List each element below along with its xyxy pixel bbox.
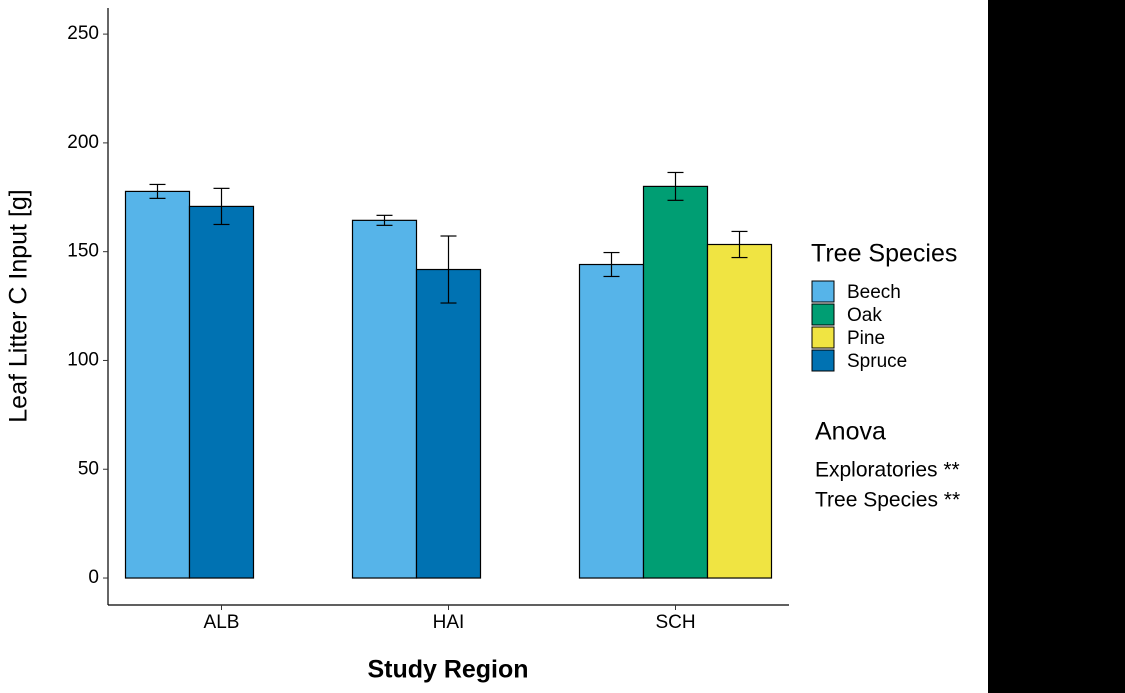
- y-tick-label: 150: [67, 241, 99, 262]
- bar: [642, 185, 709, 579]
- x-tick-label: HAI: [433, 612, 465, 633]
- x-axis-label: Study Region: [367, 656, 528, 684]
- x-tick-label: SCH: [655, 612, 695, 633]
- y-tick-label: 50: [78, 458, 99, 479]
- legend-swatch: [811, 349, 835, 372]
- error-bar: [213, 187, 230, 226]
- error-bar: [603, 251, 620, 278]
- error-bar: [440, 235, 457, 304]
- y-tick-label: 200: [67, 132, 99, 153]
- legend-swatch: [811, 303, 835, 326]
- y-tick-label: 100: [67, 349, 99, 370]
- annotation-line: Exploratories **: [815, 459, 960, 482]
- x-tick-label: ALB: [204, 612, 240, 633]
- legend-label: Pine: [847, 328, 885, 349]
- annotation-title: Anova: [815, 418, 886, 446]
- legend-swatch: [811, 326, 835, 349]
- y-tick-label: 250: [67, 23, 99, 44]
- black-strip: [988, 0, 1125, 693]
- bar: [188, 205, 255, 579]
- bar: [415, 268, 482, 579]
- bar: [706, 243, 773, 579]
- bar: [578, 263, 645, 579]
- y-tick-label: 0: [88, 567, 99, 588]
- bar: [124, 190, 191, 579]
- y-axis-label: Leaf Litter C Input [g]: [5, 189, 33, 422]
- error-bar: [149, 183, 166, 199]
- legend-swatch: [811, 280, 835, 303]
- legend-label: Oak: [847, 305, 882, 326]
- annotation-line: Tree Species **: [815, 489, 960, 512]
- error-bar: [376, 214, 393, 226]
- error-bar: [667, 171, 684, 201]
- legend-label: Spruce: [847, 351, 907, 372]
- error-bar: [731, 230, 748, 259]
- bar: [351, 219, 418, 579]
- legend-label: Beech: [847, 282, 901, 303]
- legend-title: Tree Species: [811, 240, 957, 268]
